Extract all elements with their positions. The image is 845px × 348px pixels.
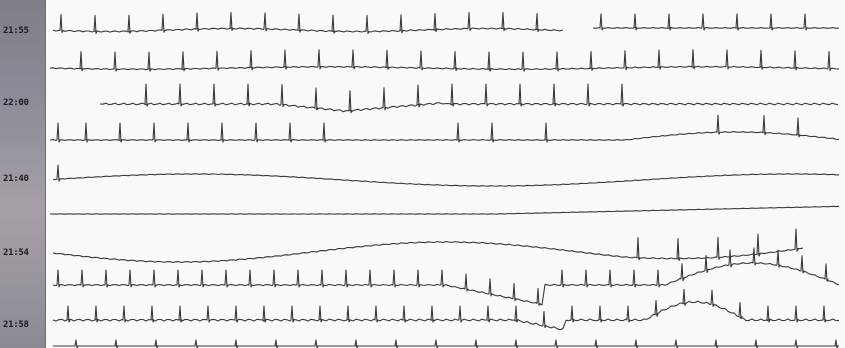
ecg-trace-row-4 bbox=[49, 114, 840, 143]
time-label: 21:55 bbox=[3, 26, 29, 36]
ecg-trace-row-1b bbox=[592, 13, 840, 31]
ecg-trace-row-7 bbox=[52, 228, 804, 264]
ecg-trace-row-1a bbox=[52, 11, 564, 35]
ecg-traces bbox=[49, 11, 840, 348]
ecg-trace-row-8 bbox=[52, 247, 840, 306]
ecg-trace-row-6 bbox=[49, 205, 840, 215]
ecg-trace-row-5 bbox=[52, 164, 840, 187]
ecg-trace-row-10 bbox=[53, 339, 839, 348]
ecg-trace-row-2 bbox=[49, 49, 840, 72]
time-label: 22:00 bbox=[3, 98, 29, 108]
ecg-trace-row-9 bbox=[52, 288, 840, 331]
ecg-trace-row-3 bbox=[99, 83, 839, 114]
time-label: 21:58 bbox=[3, 320, 29, 330]
time-label: 21:54 bbox=[3, 248, 29, 258]
time-marker-bar: 21:55 22:00 21:40 21:54 21:58 bbox=[0, 0, 46, 348]
time-label: 21:40 bbox=[3, 174, 29, 184]
